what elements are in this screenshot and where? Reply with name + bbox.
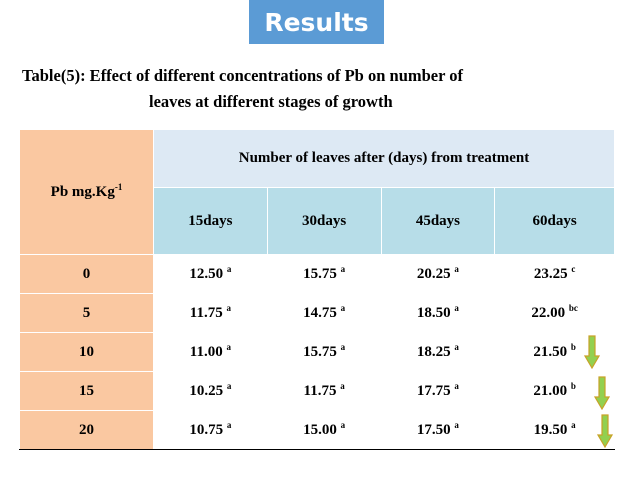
caption-line-1: Table(5): Effect of different concentrat… — [22, 66, 464, 85]
cell-letter: bc — [568, 302, 578, 313]
cell-value: 12.50 — [189, 265, 224, 282]
leaves-table: Pb mg.Kg-1 Number of leaves after (days)… — [19, 129, 615, 450]
table-cell: 17.50 a — [380, 410, 496, 450]
table-cell: 15.75 a — [266, 332, 382, 372]
cell-letter: a — [571, 419, 576, 430]
table-cell: 14.75 a — [266, 293, 382, 333]
down-arrow-icon — [597, 414, 613, 448]
table-cell: 22.00 bc — [494, 293, 615, 333]
table-cell: 12.50 a — [153, 254, 268, 294]
cell-value: 14.75 — [303, 304, 337, 321]
cell-letter: c — [571, 263, 576, 274]
cell-letter: a — [226, 419, 232, 430]
row-label: 0 — [19, 254, 154, 294]
table-row: 20 10.75 a 15.00 a 17.50 a 19.50 a — [19, 410, 615, 450]
cell-letter: a — [454, 341, 459, 352]
table-row: 0 12.50 a 15.75 a 20.25 a 23.25 c — [19, 254, 615, 294]
cell-value: 15.75 — [303, 343, 337, 360]
table-caption: Table(5): Effect of different concentrat… — [22, 63, 622, 115]
pb-header-exponent: -1 — [114, 181, 123, 192]
column-header: 60days — [494, 187, 615, 255]
cell-value: 21.00 — [533, 382, 568, 399]
cell-value: 19.50 — [533, 421, 568, 438]
table-cell: 10.25 a — [153, 371, 268, 411]
cell-letter: a — [226, 302, 231, 313]
group-header-label: Number of leaves after (days) from treat… — [238, 150, 530, 166]
cell-value: 11.00 — [189, 343, 223, 360]
cell-letter: a — [226, 263, 232, 274]
cell-letter: a — [454, 419, 459, 430]
table-row: 15 10.25 a 11.75 a 17.75 a 21.00 b — [19, 371, 615, 411]
table-cell: 18.50 a — [380, 293, 496, 333]
cell-letter: a — [454, 302, 459, 313]
results-banner: Results — [249, 0, 384, 44]
cell-value: 15.75 — [303, 265, 337, 282]
cell-letter: b — [570, 380, 576, 391]
cell-value: 15.00 — [303, 421, 337, 438]
cell-value: 21.50 — [533, 343, 568, 360]
cell-letter: a — [340, 302, 346, 313]
cell-value: 11.75 — [189, 304, 223, 321]
cell-letter: a — [226, 380, 232, 391]
pb-header-label: Pb mg.Kg — [50, 183, 115, 200]
table-cell: 19.50 a — [494, 410, 615, 450]
cell-value: 10.25 — [189, 382, 224, 399]
table-row: 5 11.75 a 14.75 a 18.50 a 22.00 bc — [19, 293, 615, 333]
cell-letter: a — [340, 419, 346, 430]
row-label: 15 — [19, 371, 154, 411]
down-arrow-icon — [584, 335, 600, 369]
cell-value: 11.75 — [303, 382, 337, 399]
cell-value: 10.75 — [189, 421, 224, 438]
cell-value: 17.75 — [416, 382, 451, 399]
cell-letter: a — [226, 341, 231, 352]
banner-title: Results — [264, 7, 369, 37]
table-cell: 11.00 a — [153, 332, 268, 372]
table-cell: 20.25 a — [380, 254, 496, 294]
table-cell: 11.75 a — [266, 371, 382, 411]
table-cell: 17.75 a — [380, 371, 496, 411]
table-cell: 23.25 c — [494, 254, 615, 294]
row-label: 10 — [19, 332, 154, 372]
cell-letter: a — [340, 341, 346, 352]
cell-value: 22.00 — [531, 304, 566, 321]
table-row: 10 11.00 a 15.75 a 18.25 a 21.50 b — [19, 332, 615, 372]
cell-letter: a — [340, 263, 346, 274]
table-cell: 11.75 a — [153, 293, 268, 333]
column-header: 45days — [380, 187, 496, 255]
cell-letter: a — [454, 380, 459, 391]
table-cell: 15.00 a — [266, 410, 382, 450]
cell-value: 20.25 — [416, 265, 451, 282]
cell-value: 17.50 — [416, 421, 451, 438]
caption-line-2: leaves at different stages of growth — [149, 92, 393, 111]
row-label: 20 — [19, 410, 154, 450]
down-arrow-icon — [594, 376, 610, 410]
table-cell: 18.25 a — [380, 332, 496, 372]
cell-letter: a — [340, 380, 345, 391]
table-cell: 10.75 a — [153, 410, 268, 450]
cell-letter: a — [454, 263, 459, 274]
table-cell: 21.00 b — [494, 371, 615, 411]
cell-value: 18.50 — [416, 304, 451, 321]
table-cell: 15.75 a — [266, 254, 382, 294]
row-label: 5 — [19, 293, 154, 333]
cell-letter: b — [570, 341, 576, 352]
pb-column-header: Pb mg.Kg-1 — [19, 129, 154, 255]
group-header: Number of leaves after (days) from treat… — [153, 129, 615, 188]
column-header: 30days — [266, 187, 382, 255]
cell-value: 18.25 — [416, 343, 451, 360]
cell-value: 23.25 — [533, 265, 568, 282]
column-header: 15days — [153, 187, 268, 255]
